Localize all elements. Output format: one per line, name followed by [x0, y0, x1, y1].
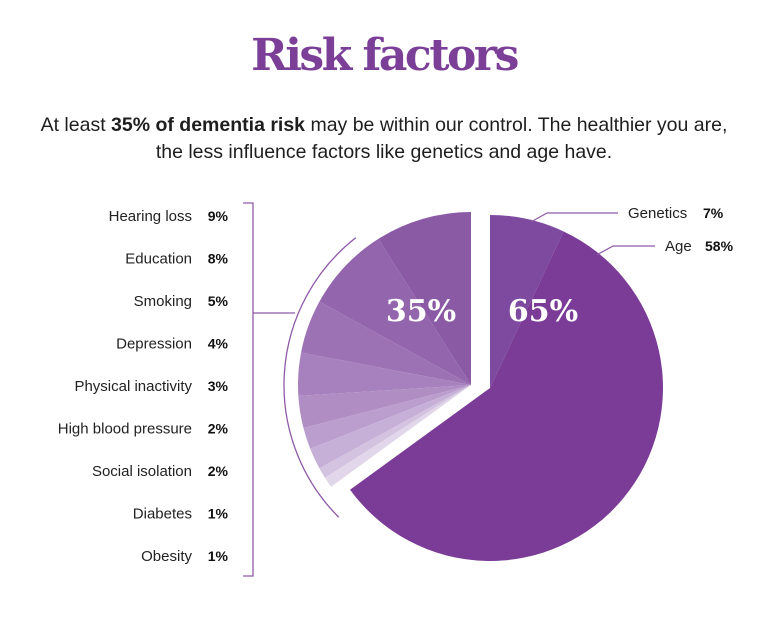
- value-smoking: 5%: [208, 293, 229, 309]
- group-label-uncontrollable: 65%: [508, 294, 578, 329]
- slice-physical-inactivity: [298, 385, 471, 429]
- value-genetics: 7%: [703, 205, 724, 221]
- label-diabetes: Diabetes: [133, 506, 192, 523]
- value-education: 8%: [208, 251, 229, 267]
- value-physical-inactivity: 3%: [208, 378, 229, 394]
- connector-lines: [243, 202, 655, 577]
- leader-age: [596, 245, 655, 256]
- subtitle-text-start: At least: [40, 114, 112, 136]
- label-education: Education: [125, 251, 192, 268]
- value-hearing-loss: 9%: [208, 208, 229, 224]
- bracket-line: [243, 202, 254, 577]
- leader-genetics: [530, 212, 618, 223]
- slice-age: [350, 231, 663, 561]
- label-genetics: Genetics: [628, 205, 687, 222]
- slice-labels: Hearing loss 9% Education 8% Smoking 5% Depres…: [58, 205, 734, 565]
- subtitle-text-end: may be within our control. The healthier…: [155, 114, 728, 163]
- slice-genetics: [490, 215, 564, 388]
- value-diabetes: 1%: [208, 506, 229, 522]
- slice-obesity: [324, 385, 471, 487]
- label-age: Age: [665, 238, 692, 255]
- label-high-blood-pressure: High blood pressure: [58, 421, 192, 438]
- label-social-isolation: Social isolation: [92, 463, 192, 480]
- value-age: 58%: [705, 238, 734, 254]
- subtitle-emphasis: 35% of dementia risk: [111, 114, 306, 136]
- value-social-isolation: 2%: [208, 463, 229, 479]
- slice-education: [319, 238, 471, 385]
- chart-subtitle: At least 35% of dementia risk may be wit…: [40, 112, 728, 166]
- label-hearing-loss: Hearing loss: [109, 208, 192, 225]
- group-arc: [283, 237, 357, 518]
- value-high-blood-pressure: 2%: [208, 421, 229, 437]
- slice-diabetes: [319, 385, 471, 478]
- label-depression: Depression: [116, 336, 192, 353]
- slice-social-isolation: [310, 385, 471, 469]
- chart-title: Risk factors: [251, 30, 519, 81]
- slice-high-blood-pressure: [303, 385, 471, 449]
- value-depression: 4%: [208, 336, 229, 352]
- slice-hearing-loss: [378, 211, 471, 385]
- value-obesity: 1%: [208, 548, 229, 564]
- label-smoking: Smoking: [134, 293, 192, 310]
- label-physical-inactivity: Physical inactivity: [74, 378, 192, 395]
- slice-depression: [297, 352, 471, 396]
- group-label-controllable: 35%: [386, 294, 456, 329]
- group-labels: 35% 65%: [386, 294, 578, 329]
- pie-slices: [297, 211, 663, 561]
- label-obesity: Obesity: [141, 548, 192, 565]
- slice-smoking: [301, 301, 471, 385]
